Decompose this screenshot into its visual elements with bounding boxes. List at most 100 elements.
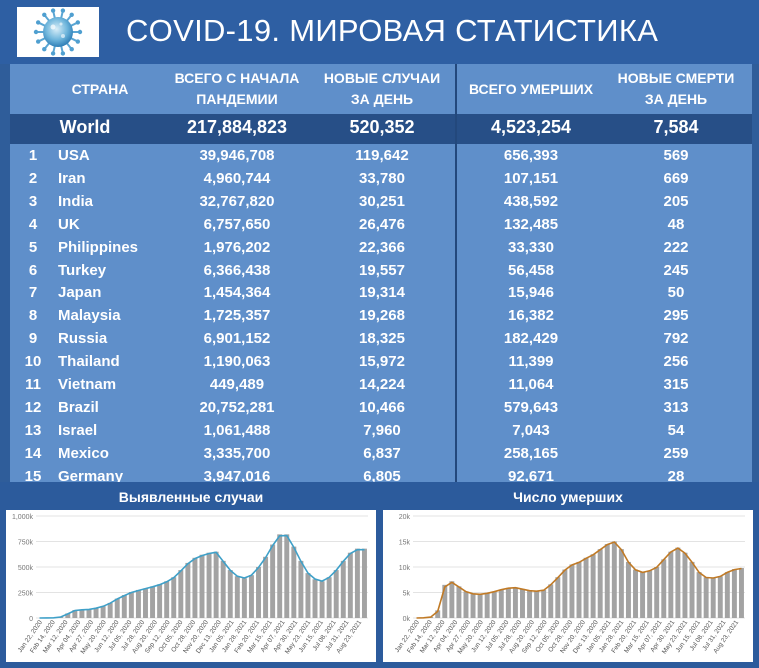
bar: [199, 554, 205, 618]
cell-total-deaths: 11,399: [508, 353, 554, 371]
bar: [298, 560, 304, 618]
bar: [128, 591, 134, 618]
cell-total-deaths: 16,382: [508, 307, 554, 325]
cell-rank: 7: [28, 284, 38, 302]
cell-country: Malaysia: [58, 307, 121, 325]
cell-rank: 9: [28, 330, 38, 348]
cases-chart-title: Выявленные случаи: [118, 489, 264, 505]
cell-total-cases: 39,946,708: [199, 147, 275, 164]
cell-new-deaths: 54: [667, 421, 685, 439]
bar: [696, 572, 702, 618]
world-country: World: [59, 117, 111, 137]
bar: [150, 586, 156, 618]
cell-new-cases: 19,557: [359, 261, 405, 279]
bar: [361, 548, 367, 618]
cell-new-deaths: 313: [663, 398, 689, 416]
header-new-deaths: НОВЫЕ СМЕРТИ ЗА ДЕНЬ: [606, 68, 746, 110]
bar: [541, 589, 547, 618]
cell-new-deaths: 50: [667, 284, 685, 302]
header-new-deaths-line1: НОВЫЕ СМЕРТИ: [617, 70, 735, 86]
cell-total-cases: 3,947,016: [203, 467, 271, 485]
cell-total-deaths: 132,485: [503, 215, 559, 233]
cell-total-cases: 1,061,488: [203, 421, 271, 439]
table-row: 14 Mexico 3,335,700 6,837 258,165 259: [10, 443, 752, 466]
cell-total-deaths: 92,671: [508, 467, 554, 485]
cell-total-cases: 1,725,357: [203, 307, 271, 325]
cell-rank: 6: [28, 261, 38, 279]
cell-new-cases: 18,325: [359, 330, 405, 348]
bar: [234, 576, 240, 618]
world-row: World 217,884,823 520,352 4,523,254 7,58…: [10, 114, 752, 144]
header-total-cases: ВСЕГО С НАЧАЛА ПАНДЕМИИ: [162, 68, 312, 110]
cell-new-cases: 26,476: [359, 215, 405, 233]
cell-total-deaths: 656,393: [503, 147, 559, 164]
bar: [484, 593, 490, 618]
bar: [548, 584, 554, 618]
header-new-deaths-line2: ЗА ДЕНЬ: [644, 91, 708, 107]
cell-country: Vietnam: [58, 376, 117, 393]
bar: [477, 594, 483, 618]
bar: [534, 590, 540, 618]
bar: [93, 608, 99, 618]
header-country: СТРАНА: [71, 81, 129, 97]
table-row: 10 Thailand 1,190,063 15,972 11,399 256: [10, 351, 752, 374]
cell-total-cases: 4,960,744: [203, 169, 271, 187]
table-row: 5 Philippines 1,976,202 22,366 33,330 222: [10, 237, 752, 260]
cell-rank: 5: [28, 238, 38, 256]
bar: [220, 560, 226, 618]
bar: [654, 567, 660, 618]
stats-table: СТРАНА ВСЕГО С НАЧАЛА ПАНДЕМИИ НОВЫЕ СЛУ…: [10, 64, 752, 485]
bar: [675, 547, 681, 618]
bar: [340, 560, 346, 618]
cell-total-cases: 32,767,820: [199, 192, 275, 210]
bar: [470, 593, 476, 618]
cell-country: Russia: [58, 330, 108, 348]
world-total-cases: 217,884,823: [186, 117, 288, 137]
cell-new-cases: 19,314: [359, 284, 405, 302]
world-new-deaths: 7,584: [653, 117, 699, 137]
header-bar: COVID-19. МИРОВАЯ СТАТИСТИКА: [0, 0, 759, 64]
cell-rank: 14: [24, 444, 42, 462]
cell-new-deaths: 569: [663, 147, 689, 164]
bar: [597, 549, 603, 618]
bar: [710, 577, 716, 618]
cases-chart: 1,000k 750k 500k 250k 0 Jan 22, 2020 Feb 14, 2…: [6, 510, 376, 662]
cell-new-deaths: 48: [667, 215, 685, 233]
y-tick-label: 250k: [18, 591, 34, 598]
cell-rank: 15: [24, 467, 42, 485]
bar: [498, 589, 504, 618]
cell-rank: 12: [24, 398, 42, 416]
y-tick-label: 500k: [18, 565, 34, 572]
deaths-chart-title: Число умерших: [513, 489, 623, 505]
cell-total-deaths: 11,064: [508, 376, 554, 393]
table-row: 2 Iran 4,960,744 33,780 107,151 669: [10, 168, 752, 191]
cell-rank: 13: [24, 421, 42, 439]
bar: [347, 552, 353, 618]
cell-total-deaths: 579,643: [503, 398, 559, 416]
bar: [333, 570, 339, 618]
header-total-cases-line2: ПАНДЕМИИ: [196, 91, 278, 107]
bar: [354, 548, 360, 618]
cell-rank: 10: [24, 353, 42, 371]
bar: [100, 605, 106, 618]
bar: [738, 568, 744, 618]
bar: [717, 576, 723, 618]
bar: [79, 609, 85, 618]
y-tick-label: 0k: [403, 616, 411, 623]
cell-total-deaths: 258,165: [503, 444, 559, 462]
cell-country: Brazil: [58, 398, 99, 416]
bar: [319, 581, 325, 618]
bar: [270, 544, 276, 618]
table-row: 6 Turkey 6,366,438 19,557 56,458 245: [10, 260, 752, 283]
bar: [86, 609, 92, 618]
cell-new-cases: 119,642: [355, 147, 409, 164]
cell-new-deaths: 295: [663, 307, 689, 325]
bar: [442, 584, 448, 618]
bar: [604, 544, 610, 618]
bar: [135, 589, 141, 618]
cell-total-cases: 1,976,202: [203, 238, 271, 256]
y-tick-label: 750k: [18, 540, 34, 547]
cell-new-deaths: 245: [663, 261, 689, 279]
